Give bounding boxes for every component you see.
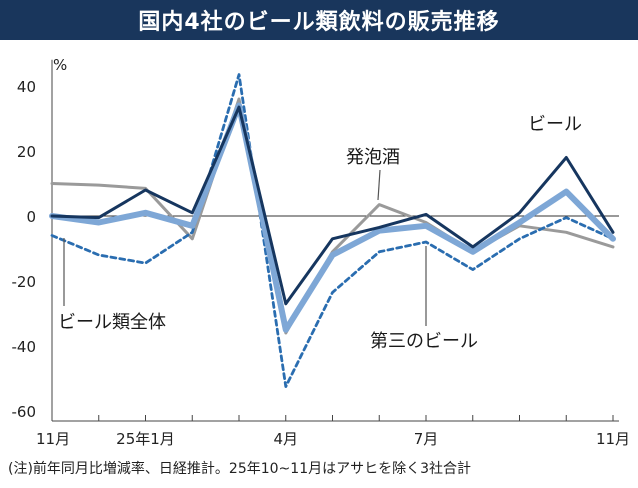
callout-beer-total: ビール類全体 [58, 312, 166, 333]
x-tick-label: 7月 [414, 430, 439, 448]
y-tick-label: -40 [12, 338, 37, 356]
y-tick-label: 40 [17, 78, 36, 96]
footnote: (注)前年同月比増減率、日経推計。25年10~11月はアサヒを除く3社合計 [8, 461, 472, 477]
callout-happoshu: 発泡酒 [346, 147, 400, 168]
y-axis-unit: % [53, 56, 67, 74]
series-line-beer [50, 105, 615, 306]
x-tick-label: 11月 [36, 430, 70, 448]
y-tick-label: 0 [26, 208, 36, 226]
x-tick-label: 25年1月 [116, 430, 175, 448]
x-tick-labels: 11月 25年1月 4月 7月 11月 [36, 430, 630, 448]
y-tick-label: -60 [12, 403, 37, 421]
callout-beer: ビール [528, 114, 582, 135]
x-tick-label: 11月 [596, 430, 630, 448]
leader-happoshu [377, 169, 381, 201]
y-tick-labels: -60 -40 -20 0 20 40 [12, 78, 37, 421]
callout-leaders [63, 169, 427, 326]
series-line-beer-total [49, 102, 616, 333]
y-tick-label: -20 [12, 273, 37, 291]
series-line-third-beer [50, 73, 615, 389]
callout-third-beer: 第三のビール [370, 331, 478, 352]
line-chart: % -60 -40 -20 0 20 40 11月 25年1月 4月 7月 11月 ビール 発泡酒… [12, 56, 631, 448]
series-lines [49, 73, 616, 389]
chart-title: 国内4社のビール類飲料の販売推移 [0, 0, 638, 40]
y-tick-label: 20 [17, 143, 36, 161]
x-tick-label: 4月 [273, 430, 298, 448]
